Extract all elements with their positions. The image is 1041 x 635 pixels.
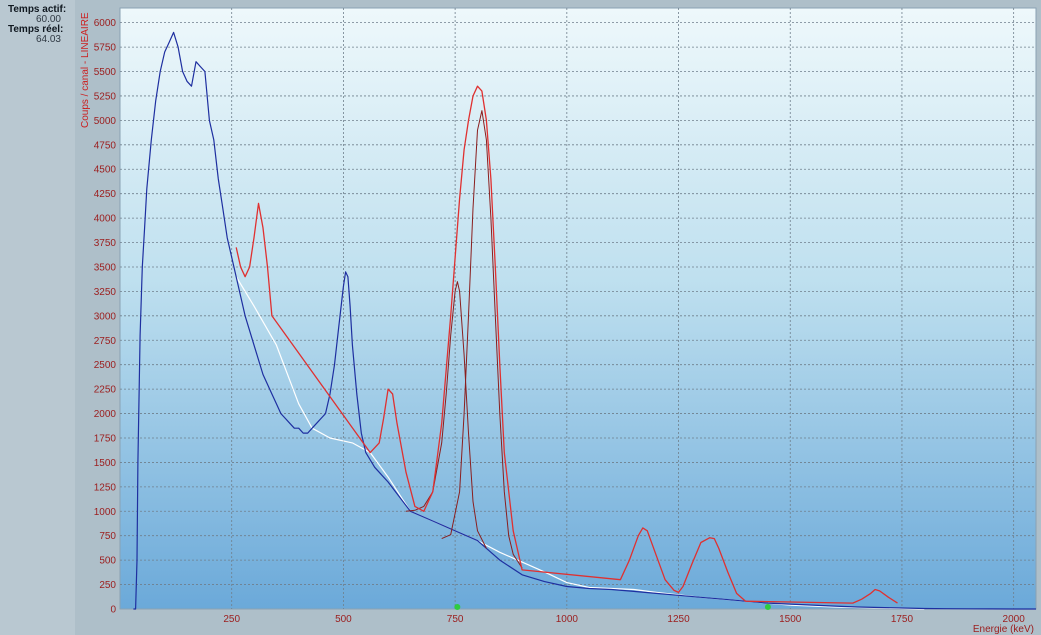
peak-fit-line [235, 85, 898, 604]
roi-markers [454, 604, 771, 610]
x-tick-label: 1750 [891, 614, 914, 625]
y-tick-label: 750 [99, 531, 116, 542]
y-tick-label: 4250 [94, 189, 117, 200]
y-tick-label: 3000 [94, 311, 117, 322]
y-tick-label: 1000 [94, 507, 117, 518]
y-tick-label: 2000 [94, 409, 117, 420]
x-tick-label: 250 [223, 614, 240, 625]
y-tick-label: 500 [99, 556, 116, 567]
y-tick-label: 3500 [94, 262, 117, 273]
y-tick-label: 2500 [94, 360, 117, 371]
plot-area [119, 7, 1037, 610]
x-tick-label: 1500 [779, 614, 802, 625]
y-tick-label: 5250 [94, 91, 117, 102]
y-tick-label: 4000 [94, 214, 117, 225]
spectrum-line [133, 31, 1036, 610]
y-tick-labels: 0 250 500 750 1000 1250 1500 1750 2000 2250 2500 27… [94, 18, 117, 615]
x-tick-label: 750 [447, 614, 464, 625]
x-tick-label: 500 [335, 614, 352, 625]
y-tick-label: 5000 [94, 116, 117, 127]
series-group [133, 31, 1036, 610]
x-tick-label: 1000 [556, 614, 579, 625]
x-tick-labels: 250 500 750 1000 1250 1500 1750 2000 [223, 614, 1025, 625]
component-1-line [405, 281, 487, 549]
x-tick-label: 1250 [667, 614, 690, 625]
y-tick-label: 3750 [94, 238, 117, 249]
y-tick-label: 1750 [94, 433, 117, 444]
y-tick-label: 0 [110, 605, 116, 616]
y-tick-label: 5500 [94, 67, 117, 78]
x-tick-label: 2000 [1003, 614, 1026, 625]
y-tick-label: 2250 [94, 385, 117, 396]
y-tick-label: 5750 [94, 43, 117, 54]
component-2-line [441, 110, 523, 569]
real-time-value: 64.03 [35, 34, 61, 45]
y-tick-label: 6000 [94, 18, 117, 29]
x-axis-title: Energie (keV) [973, 624, 1034, 635]
y-tick-label: 1500 [94, 458, 117, 469]
y-tick-label: 250 [99, 580, 116, 591]
y-tick-label: 4750 [94, 140, 117, 151]
y-tick-label: 4500 [94, 165, 117, 176]
live-time-value: 60.00 [35, 14, 61, 25]
live-time-label: Temps actif: [8, 4, 67, 15]
y-tick-label: 2750 [94, 336, 117, 347]
acquisition-info-panel: Temps actif: 60.00 Temps réel: 64.03 [0, 0, 75, 635]
grid-lines [120, 8, 1036, 609]
real-time-label: Temps réel: [8, 24, 64, 35]
roi-marker[interactable] [454, 604, 461, 610]
y-tick-label: 3250 [94, 287, 117, 298]
y-tick-label: 1250 [94, 482, 117, 493]
roi-marker[interactable] [764, 604, 771, 610]
